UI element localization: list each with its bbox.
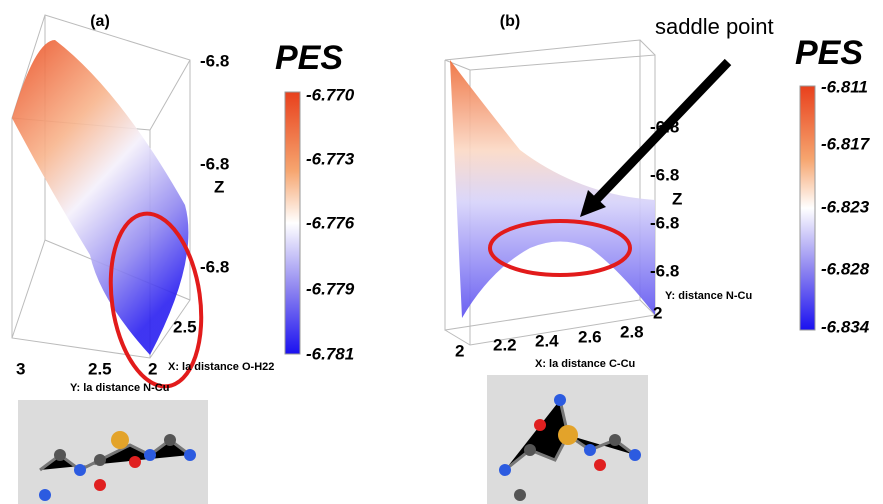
colorbar-tick: -6.817 <box>821 134 871 153</box>
panel-label: (b) <box>500 13 520 30</box>
z-tick: -6.8 <box>200 51 229 70</box>
panel-label: (a) <box>90 13 110 30</box>
x-tick: 3 <box>16 359 25 378</box>
x-tick: 2.4 <box>535 331 559 350</box>
z-tick: -6.8 <box>650 165 679 184</box>
colorbar-tick: -6.834 <box>821 317 870 336</box>
colorbar <box>285 92 300 354</box>
x-tick: 2.2 <box>493 335 517 354</box>
x-tick: 2.5 <box>88 359 112 378</box>
colorbar-tick: -6.828 <box>821 259 870 278</box>
colorbar-tick: -6.781 <box>306 344 354 363</box>
x-tick: 2 <box>455 341 464 360</box>
figure: (a) -6.8 -6.8 -6.8 Z 3 2.5 2 X: la dista… <box>0 0 883 504</box>
z-label: Z <box>672 189 682 208</box>
y-tick: 2 <box>653 303 662 322</box>
x-label: X: la distance O-H22 <box>168 361 274 373</box>
x-tick: 2 <box>148 359 157 378</box>
y-label: Y: la distance N-Cu <box>70 382 169 394</box>
z-tick: -6.8 <box>200 257 229 276</box>
colorbar-tick: -6.811 <box>821 77 868 96</box>
colorbar-tick: -6.779 <box>306 279 355 298</box>
colorbar-tick: -6.823 <box>821 197 870 216</box>
colorbar-title: PES <box>795 34 863 72</box>
colorbar-title: PES <box>275 39 343 77</box>
colorbar-tick: -6.770 <box>306 85 355 104</box>
molecule-image <box>18 400 208 504</box>
annotation: saddle point <box>655 14 774 39</box>
surface <box>450 60 655 318</box>
molecule-image <box>487 375 648 504</box>
colorbar-tick: -6.773 <box>306 149 355 168</box>
y-tick: 2.5 <box>173 317 197 336</box>
x-label: X: la distance C-Cu <box>535 358 635 370</box>
y-label: Y: distance N-Cu <box>665 290 752 302</box>
colorbar-tick: -6.776 <box>306 213 355 232</box>
panel-b: (b) saddle point -6.8 -6.8 -6.8 -6.8 Z Y… <box>445 13 871 504</box>
z-label: Z <box>214 177 224 196</box>
z-tick: -6.8 <box>200 154 229 173</box>
colorbar <box>800 86 815 330</box>
x-tick: 2.8 <box>620 322 644 341</box>
z-tick: -6.8 <box>650 261 679 280</box>
panel-a: (a) -6.8 -6.8 -6.8 Z 3 2.5 2 X: la dista… <box>12 13 355 504</box>
x-tick: 2.6 <box>578 327 602 346</box>
z-tick: -6.8 <box>650 117 679 136</box>
surface <box>12 40 188 355</box>
z-tick: -6.8 <box>650 213 679 232</box>
